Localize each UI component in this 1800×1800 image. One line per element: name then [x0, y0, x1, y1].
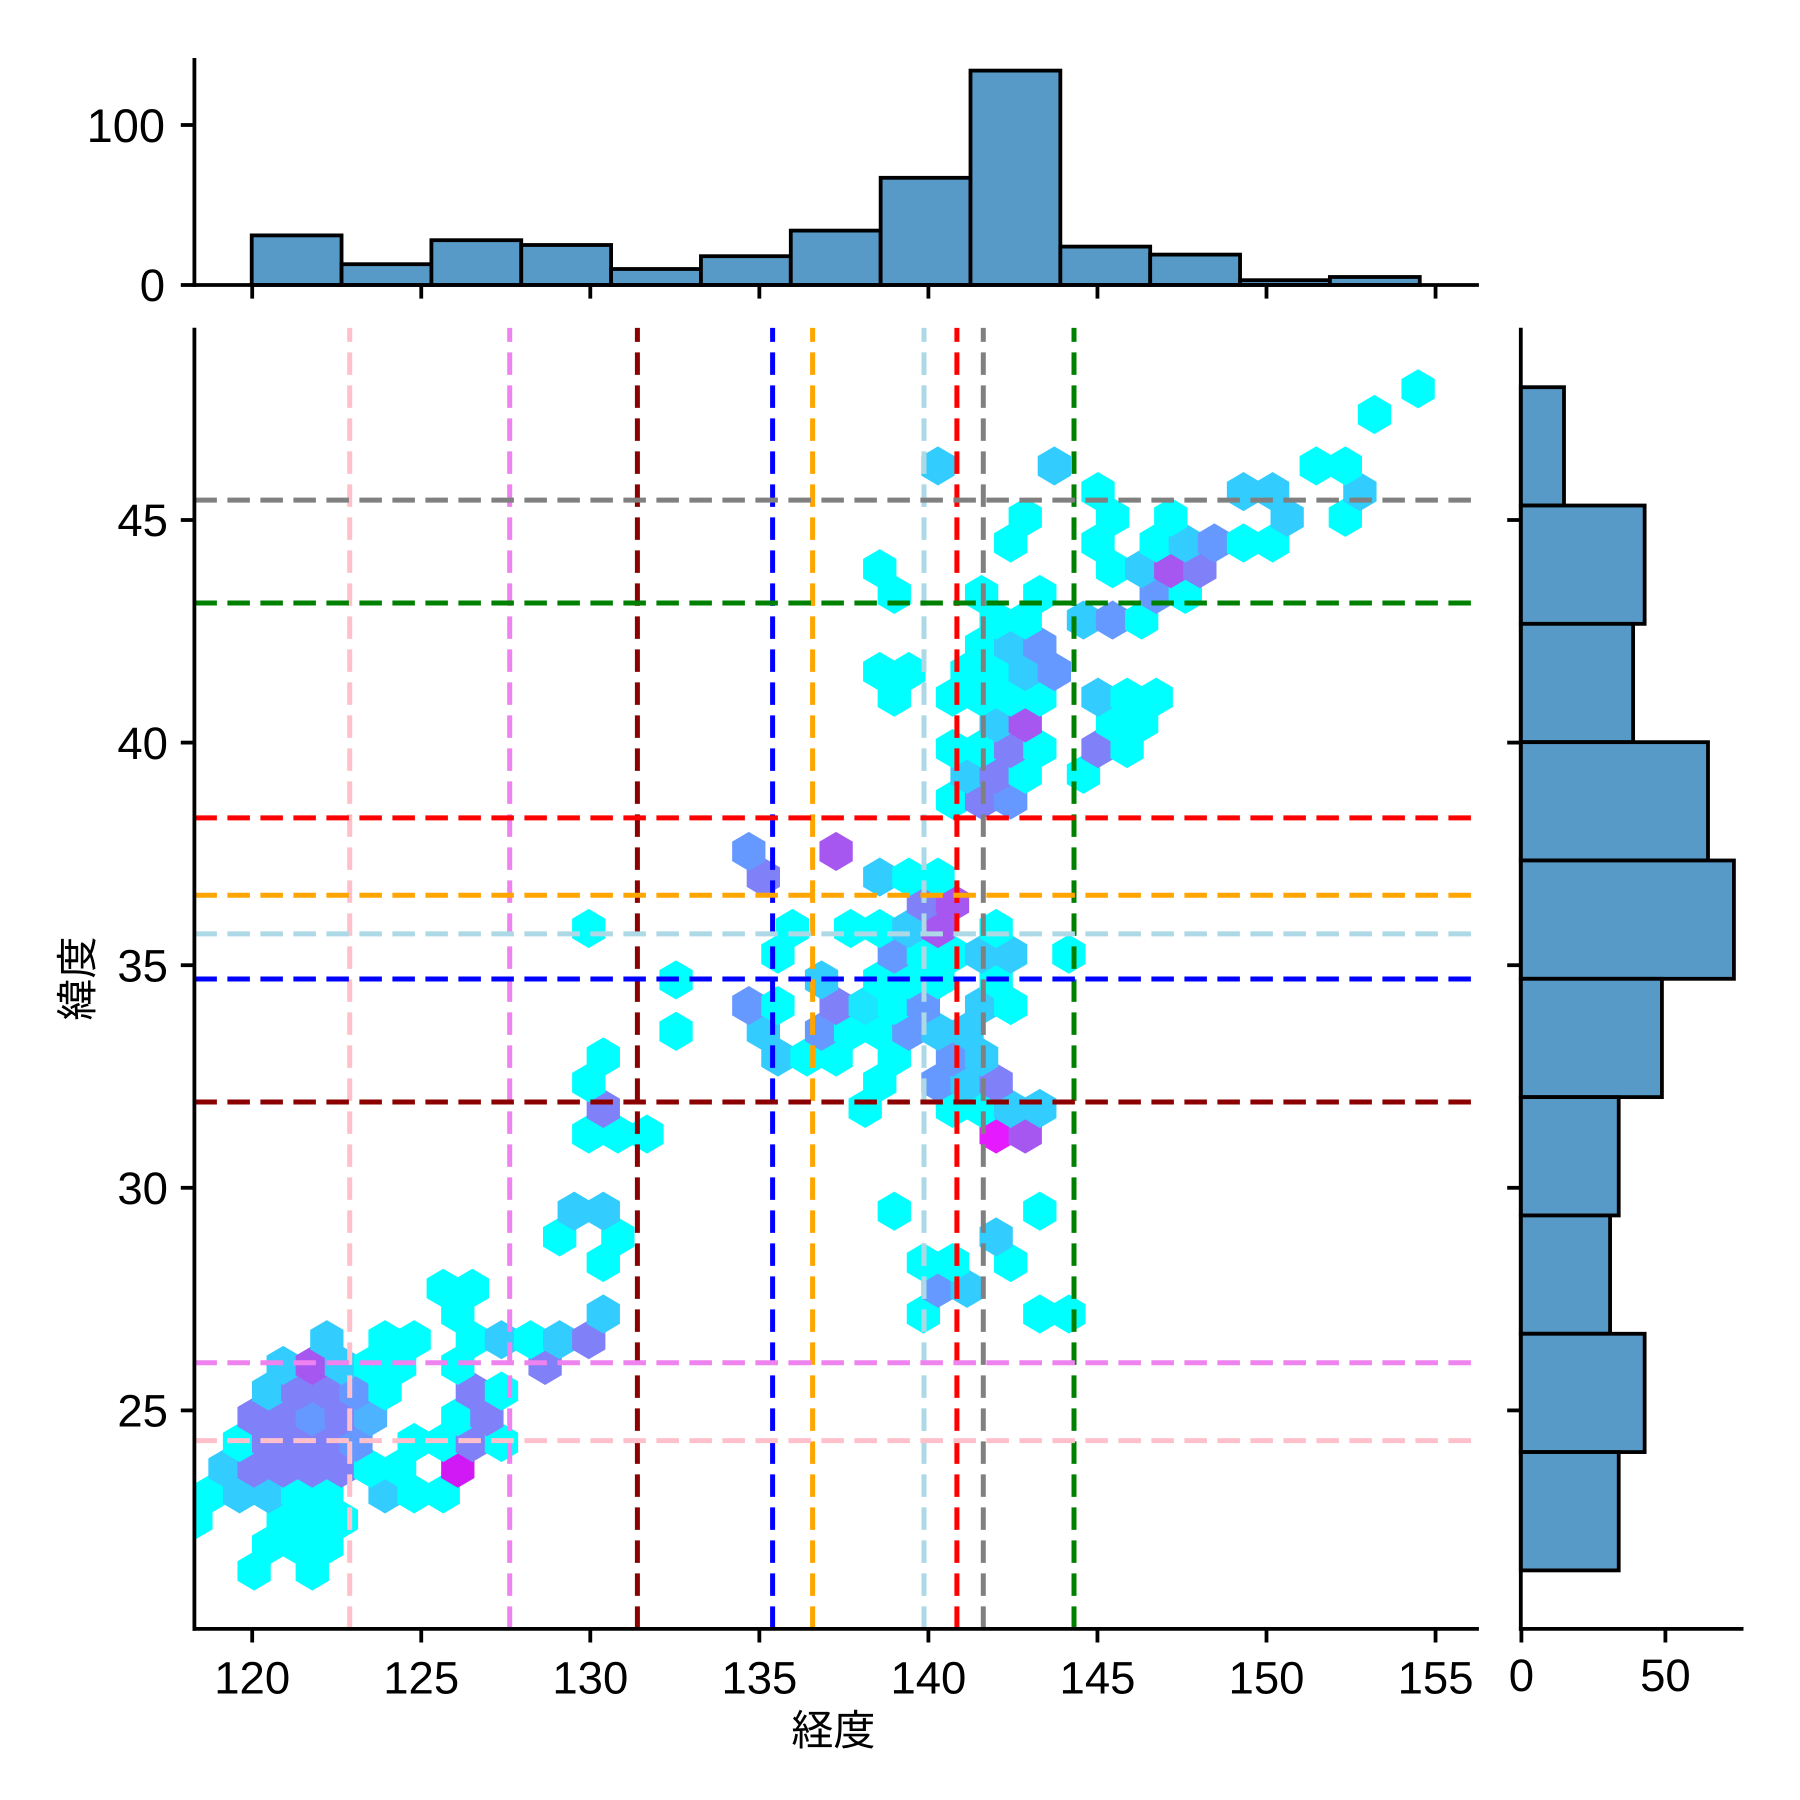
svg-text:25: 25 [117, 1386, 168, 1437]
svg-text:0: 0 [1509, 1650, 1534, 1701]
svg-text:45: 45 [117, 495, 168, 546]
svg-text:150: 150 [1229, 1653, 1305, 1704]
svg-text:120: 120 [214, 1653, 290, 1704]
svg-text:40: 40 [117, 718, 168, 769]
svg-text:100: 100 [87, 99, 165, 152]
svg-text:50: 50 [1640, 1650, 1691, 1701]
svg-text:140: 140 [890, 1653, 966, 1704]
svg-text:0: 0 [140, 260, 165, 311]
svg-text:130: 130 [552, 1653, 628, 1704]
svg-text:135: 135 [721, 1653, 797, 1704]
svg-text:155: 155 [1398, 1653, 1474, 1704]
svg-text:35: 35 [117, 940, 168, 991]
svg-text:30: 30 [117, 1163, 168, 1214]
svg-text:145: 145 [1060, 1653, 1136, 1704]
svg-text:125: 125 [383, 1653, 459, 1704]
